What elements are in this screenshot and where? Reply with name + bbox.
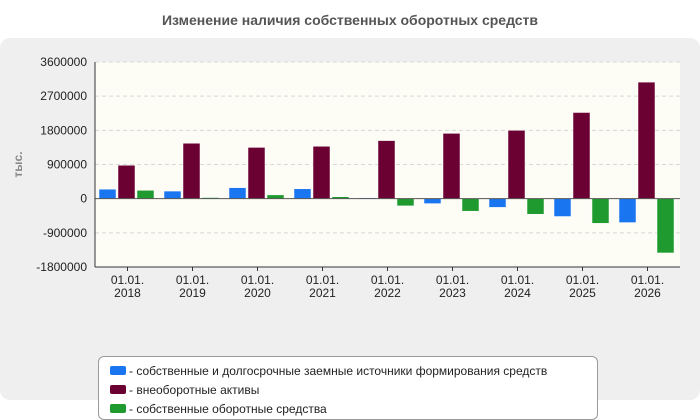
- legend: - собственные и долгосрочные заемные ист…: [98, 356, 598, 420]
- bar: [507, 130, 526, 199]
- x-tick-label: 2018: [114, 286, 141, 300]
- bar: [618, 198, 637, 223]
- y-tick-label: 900000: [47, 158, 87, 172]
- bar: [572, 112, 591, 199]
- x-tick-label: 01.01.: [176, 273, 209, 287]
- legend-swatch: [110, 385, 126, 394]
- y-tick-label: 3600000: [40, 55, 87, 69]
- legend-label: - собственные и долгосрочные заемные ист…: [129, 363, 548, 378]
- x-tick-label: 01.01.: [436, 273, 469, 287]
- bar: [98, 188, 117, 199]
- bar: [293, 188, 312, 199]
- y-axis-label: тыс.: [11, 151, 25, 177]
- x-tick-label: 2020: [244, 286, 271, 300]
- x-tick-label: 01.01.: [631, 273, 664, 287]
- bar: [396, 198, 415, 207]
- bar: [526, 198, 545, 215]
- legend-swatch: [110, 404, 126, 413]
- bar: [442, 133, 461, 199]
- bar: [377, 140, 396, 199]
- legend-item: - внеоборотные активы: [99, 380, 597, 399]
- y-tick-label: 1800000: [40, 123, 87, 137]
- x-tick-label: 01.01.: [306, 273, 339, 287]
- x-tick-label: 2024: [504, 286, 531, 300]
- bar: [423, 198, 442, 204]
- bar: [591, 198, 610, 224]
- bar: [656, 198, 675, 254]
- bar: [553, 198, 572, 217]
- bar: [228, 187, 247, 199]
- legend-label: - внеоборотные активы: [129, 382, 260, 397]
- bar: [136, 190, 155, 199]
- chart-title: Изменение наличия собственных оборотных …: [161, 12, 539, 28]
- x-tick-label: 2026: [634, 286, 661, 300]
- legend-swatch: [110, 366, 126, 375]
- legend-item: - собственные и долгосрочные заемные ист…: [99, 361, 597, 380]
- bar: [312, 146, 331, 199]
- x-tick-label: 01.01.: [566, 273, 599, 287]
- x-tick-label: 01.01.: [111, 273, 144, 287]
- bar: [488, 198, 507, 208]
- x-tick-label: 2022: [374, 286, 401, 300]
- legend-item: - собственные оборотные средства: [99, 399, 597, 418]
- chart-panel: 3600000 2700000 1800000 900000 0 -900000 -1800…: [0, 38, 700, 420]
- y-tick-label: 0: [80, 192, 87, 206]
- y-tick-label: -1800000: [36, 260, 87, 274]
- x-tick-label: 2023: [439, 286, 466, 300]
- x-tick-label: 2019: [179, 286, 206, 300]
- bar: [182, 142, 201, 199]
- x-tick-label: 01.01.: [501, 273, 534, 287]
- y-tick-label: -900000: [43, 226, 87, 240]
- legend-label: - собственные оборотные средства: [129, 401, 327, 416]
- bar: [637, 81, 656, 199]
- x-tick-label: 01.01.: [371, 273, 404, 287]
- y-tick-label: 2700000: [40, 89, 87, 103]
- bar: [461, 198, 480, 212]
- x-tick-label: 01.01.: [241, 273, 274, 287]
- bar: [163, 190, 182, 199]
- bar: [247, 147, 266, 199]
- bar: [266, 194, 285, 199]
- plot-area: 3600000 2700000 1800000 900000 0 -900000 -1800…: [11, 55, 680, 300]
- x-tick-label: 2021: [309, 286, 336, 300]
- bar: [117, 165, 136, 199]
- x-tick-label: 2025: [569, 286, 596, 300]
